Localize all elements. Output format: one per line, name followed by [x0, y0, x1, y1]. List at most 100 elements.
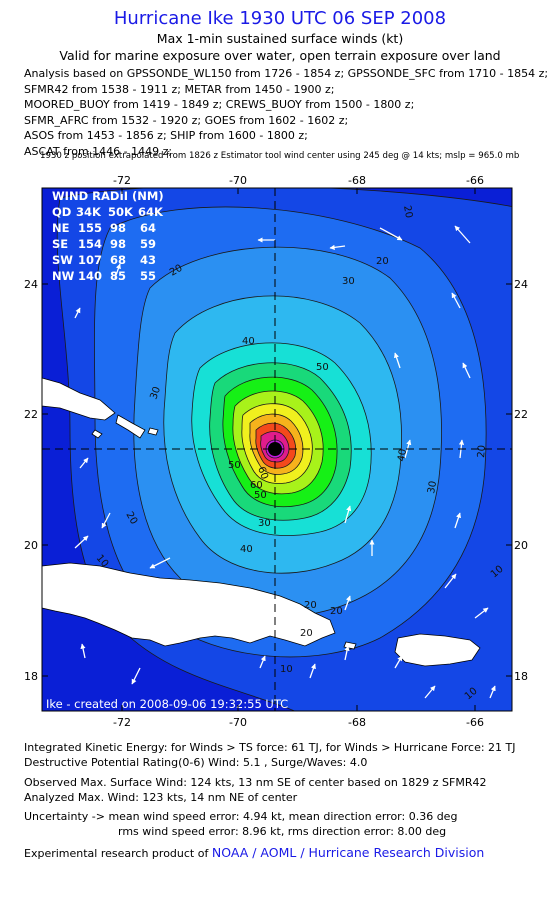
wind-radii-header-64k: 64K	[138, 205, 164, 219]
wind-arrow	[143, 619, 161, 627]
credit-prefix: Experimental research product of	[24, 847, 209, 860]
wind-radii-value: 107	[78, 253, 102, 267]
lat-tick-left: 22	[24, 408, 38, 421]
uncertainty-mean: Uncertainty -> mean wind speed error: 4.…	[24, 810, 458, 823]
wind-radii-header-50k: 50K	[108, 205, 134, 219]
contour-label: 20	[376, 256, 389, 267]
contour-label: 40	[240, 544, 253, 555]
wind-arrow	[462, 362, 471, 379]
wind-arrow	[329, 244, 346, 250]
wind-arrow	[131, 667, 141, 685]
analysis-line: SFMR42 from 1538 - 1911 z; METAR from 14…	[24, 82, 335, 96]
wind-arrow	[344, 645, 350, 661]
analysis-line: Analysis based on GPSSONDE_WL150 from 17…	[24, 67, 549, 80]
subtitle-wind-type: Max 1-min sustained surface winds (kt)	[156, 31, 404, 46]
map-frame	[41, 187, 513, 712]
lon-tick-top: -66	[466, 174, 484, 187]
lon-tick-top: -70	[229, 174, 247, 187]
contour-label: 20	[304, 600, 317, 611]
contour-label: 30	[148, 385, 163, 401]
wind-arrow	[344, 505, 352, 524]
wind-radii-value: 55	[140, 269, 156, 283]
contour-labels: 20 30 40 50 60 40 30 20 30 40 30 20 20 1…	[94, 205, 506, 703]
wind-radii-header-qd: QD	[52, 205, 71, 219]
lat-tick-left: 18	[24, 670, 38, 683]
land-island-small-2	[147, 427, 159, 436]
lon-tick-top: -72	[113, 174, 131, 187]
ike-energy-line: Integrated Kinetic Energy: for Winds > T…	[24, 741, 516, 754]
wind-arrow	[454, 225, 471, 244]
wind-field-map: 20 30 40 50 60 40 30 20 30 40 30 20 20 1…	[24, 174, 528, 729]
lon-tick-bottom: -70	[229, 716, 247, 729]
wind-arrow	[449, 651, 466, 657]
wind-arrow	[80, 643, 86, 659]
page-title: Hurricane Ike 1930 UTC 06 SEP 2008	[113, 8, 447, 29]
wind-radii-quadrant: NW	[52, 269, 75, 283]
contour-label: 60	[255, 465, 270, 481]
analysis-sources: Analysis based on GPSSONDE_WL150 from 17…	[24, 66, 548, 159]
wind-arrow	[344, 595, 351, 611]
wind-radii-value: 59	[140, 237, 156, 251]
lon-tick-bottom: -72	[113, 716, 131, 729]
wind-arrow	[309, 663, 316, 679]
contour-label: 40	[396, 448, 409, 462]
analysis-line: ASCAT from 1446 - 1449 z;	[24, 144, 173, 158]
wind-radii-value: 64	[140, 221, 156, 235]
analyzed-max-wind: Analyzed Max. Wind: 123 kts, 14 nm NE of…	[24, 791, 298, 804]
contour-label: 50	[316, 362, 329, 373]
lon-tick-top: -68	[348, 174, 366, 187]
wind-arrow	[74, 535, 89, 549]
contour-label: 20	[300, 628, 313, 639]
lon-tick-bottom: -68	[348, 716, 366, 729]
lat-tick-left: 20	[24, 539, 38, 552]
wind-arrow	[489, 685, 496, 699]
destructive-potential-line: Destructive Potential Rating(0-6) Wind: …	[24, 756, 368, 769]
contour-label: 50	[228, 460, 241, 471]
wind-arrow	[451, 292, 461, 309]
credit-org-link[interactable]: NOAA / AOML / Hurricane Research Divisio…	[211, 845, 485, 860]
lat-tick-right: 18	[514, 670, 528, 683]
storm-center-marker	[268, 442, 282, 456]
analysis-line: MOORED_BUOY from 1419 - 1849 z; CREWS_BU…	[24, 98, 415, 111]
wind-radii-header-34k: 34K	[76, 205, 102, 219]
wind-arrow	[149, 557, 171, 569]
created-timestamp-label: Ike - created on 2008-09-06 19:32:55 UTC	[46, 697, 288, 711]
wind-arrow	[394, 352, 401, 369]
uncertainty-rms: rms wind speed error: 8.96 kt, rms direc…	[118, 825, 447, 838]
wind-radii-value: 140	[78, 269, 102, 283]
analysis-line: ASOS from 1453 - 1856 z; SHIP from 1600 …	[24, 129, 308, 142]
wind-arrow	[214, 607, 229, 617]
wind-radii-quadrant: NE	[52, 221, 70, 235]
wind-radii-quadrant: SE	[52, 237, 68, 251]
wind-radii-quadrant: SW	[52, 253, 73, 267]
wind-arrow	[394, 655, 403, 669]
wind-arrow	[114, 263, 121, 279]
contour-label: 20	[401, 205, 414, 219]
wind-radii-value: 98	[110, 221, 126, 235]
wind-arrow	[444, 573, 457, 589]
landmasses	[42, 377, 481, 667]
wind-radii-value: 154	[78, 237, 102, 251]
wind-radii-table: WIND RADII (NM) QD 34K 50K 64K NE 155 98…	[52, 189, 164, 283]
contour-label: 60	[250, 480, 263, 491]
contour-label: 40	[242, 336, 255, 347]
contour-label: 10	[280, 664, 293, 675]
wind-radii-value: 98	[110, 237, 126, 251]
contour-label: 30	[426, 480, 439, 494]
lat-tick-right: 22	[514, 408, 528, 421]
wind-arrow	[79, 457, 89, 469]
wind-radii-value: 85	[110, 269, 126, 283]
lat-tick-right: 24	[514, 278, 528, 291]
land-island-small-1	[91, 429, 103, 439]
wind-radii-value: 155	[78, 221, 102, 235]
wind-arrow	[424, 685, 436, 699]
wind-arrow	[101, 512, 111, 529]
contour-label: 20	[476, 445, 488, 459]
subtitle-exposure: Valid for marine exposure over water, op…	[59, 48, 501, 63]
wind-arrow	[474, 607, 489, 619]
map-plot-area: 20 30 40 50 60 40 30 20 30 40 30 20 20 1…	[42, 188, 512, 711]
land-hispaniola	[42, 562, 336, 647]
wind-arrow	[454, 512, 461, 529]
axis-labels: -72 -70 -68 -66 -72 -70 -68 -66 24 22 20…	[24, 174, 528, 729]
wind-radii-value: 68	[110, 253, 126, 267]
